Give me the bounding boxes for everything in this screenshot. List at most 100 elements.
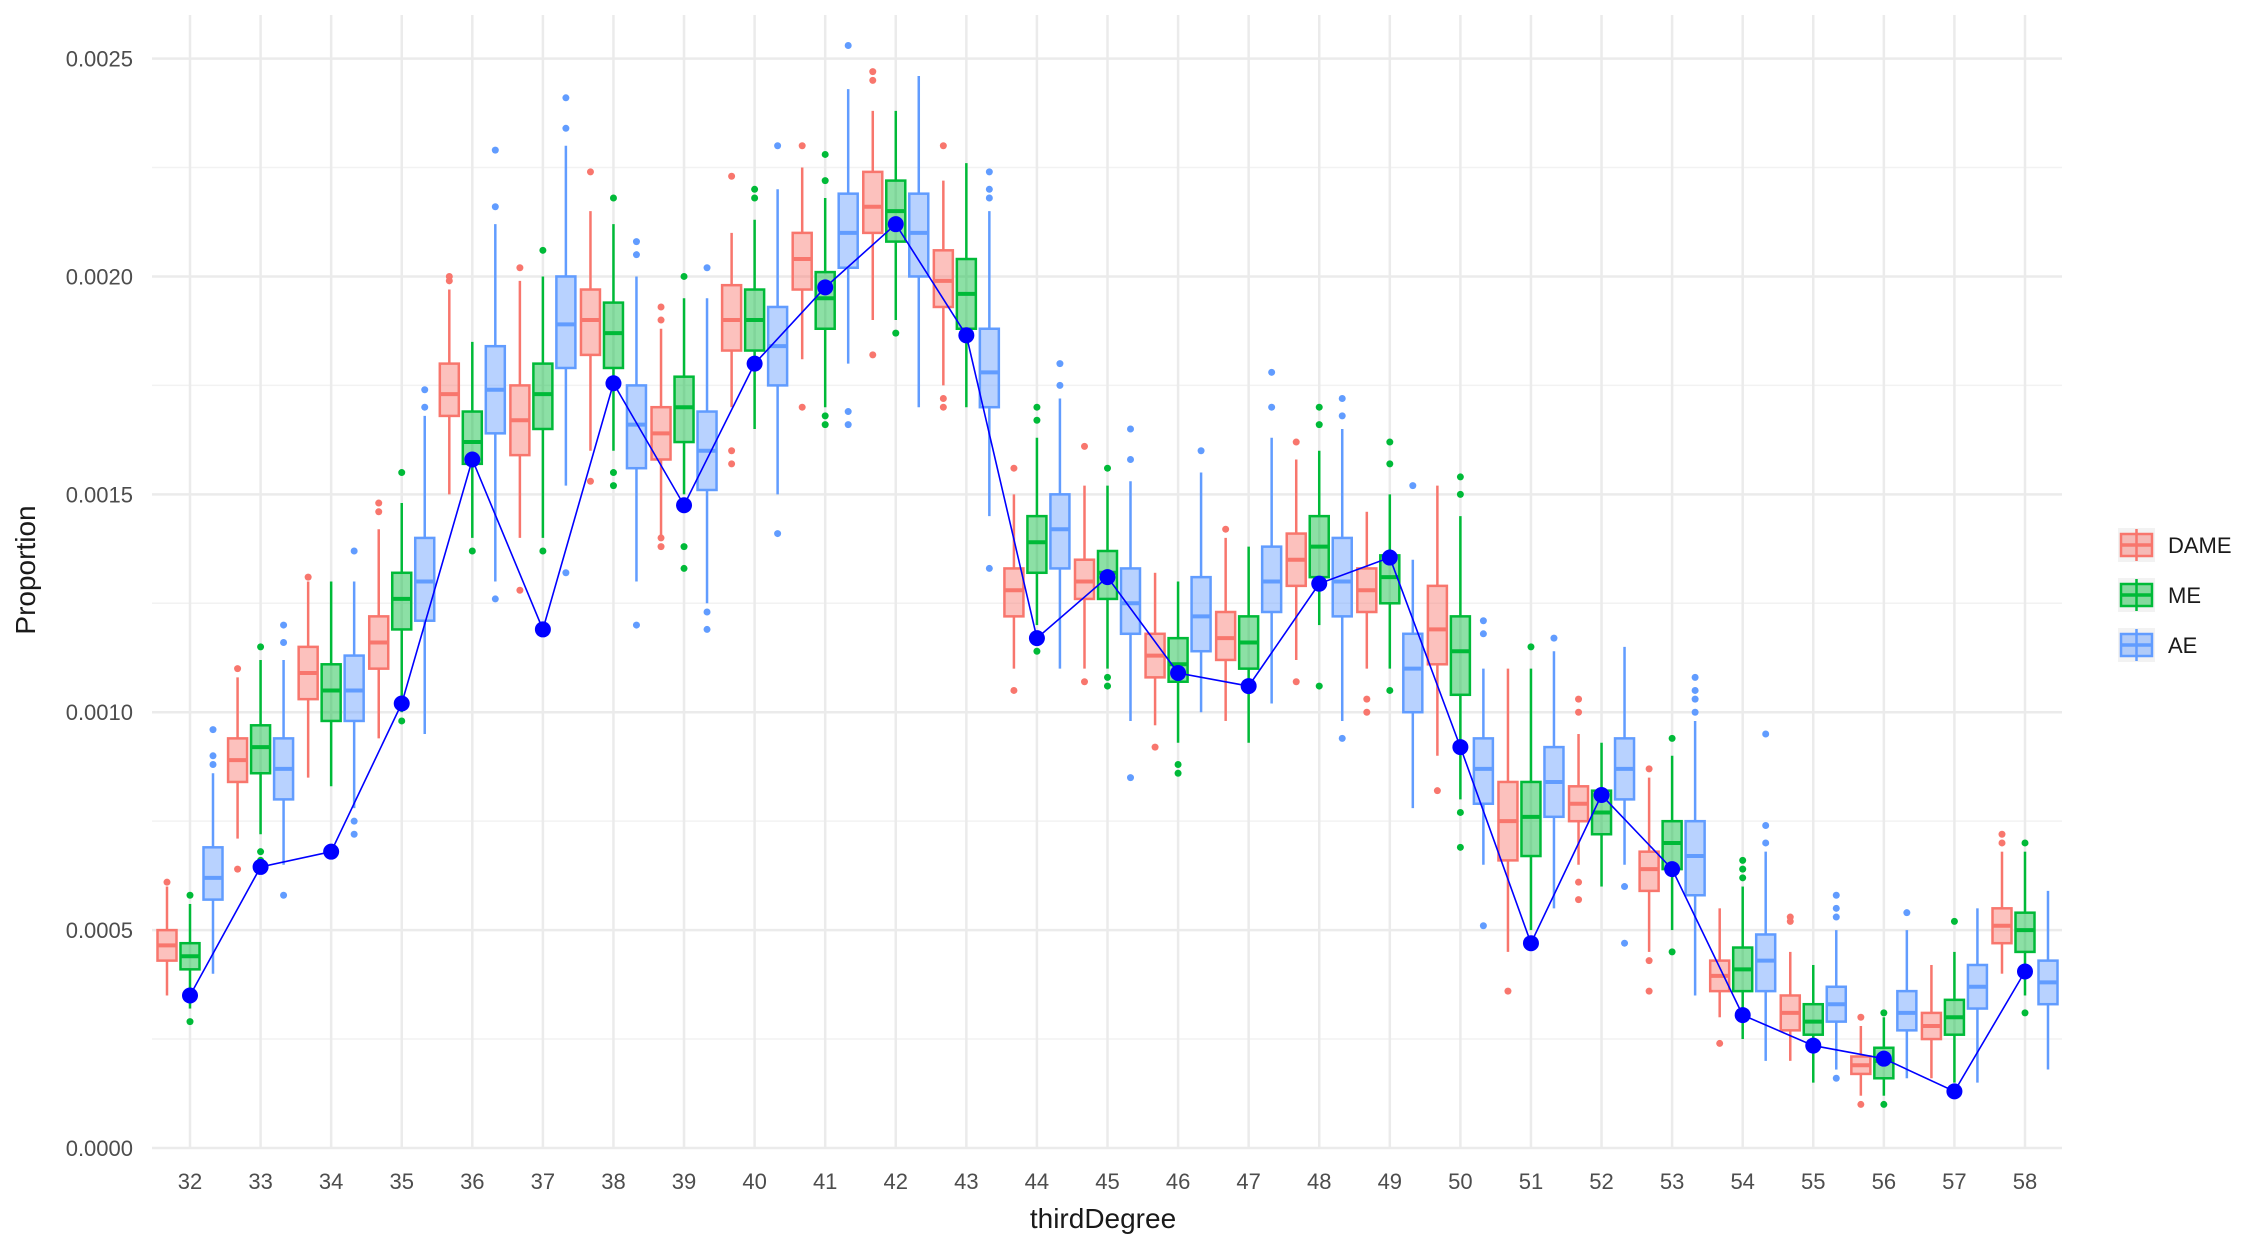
x-tick-label: 58 xyxy=(2013,1169,2037,1194)
outlier-point xyxy=(798,142,806,150)
outlier-point xyxy=(1950,917,1958,925)
boxplot xyxy=(2014,839,2036,1017)
boxplot xyxy=(650,303,672,551)
outlier-point xyxy=(350,547,358,555)
outlier-point xyxy=(375,499,383,507)
outlier-point xyxy=(586,168,594,176)
x-tick-label: 42 xyxy=(884,1169,908,1194)
outlier-point xyxy=(1645,987,1653,995)
outlier-point xyxy=(798,403,806,411)
outlier-point xyxy=(1832,1074,1840,1082)
boxplot xyxy=(156,878,178,996)
outlier-point xyxy=(445,272,453,280)
outlier-point xyxy=(1479,630,1487,638)
box xyxy=(1331,536,1353,618)
outlier-point xyxy=(1033,416,1041,424)
x-tick-label: 45 xyxy=(1095,1169,1119,1194)
box xyxy=(1402,632,1424,714)
outlier-point xyxy=(1691,686,1699,694)
boxplot xyxy=(602,194,625,490)
outlier-point xyxy=(1197,447,1205,455)
outlier-point xyxy=(562,94,570,102)
boxplot xyxy=(1331,394,1353,742)
outlier-point xyxy=(985,185,993,193)
box xyxy=(1896,989,1918,1032)
overlay-point xyxy=(1240,678,1257,695)
outlier-point xyxy=(1739,865,1747,873)
outlier-point xyxy=(609,469,617,477)
x-tick-label: 40 xyxy=(742,1169,766,1194)
outlier-point xyxy=(1338,412,1346,420)
outlier-point xyxy=(657,543,665,551)
boxplot xyxy=(673,272,695,572)
outlier-point xyxy=(1621,883,1629,891)
legend-label: DAME xyxy=(2168,533,2232,558)
outlier-point xyxy=(186,1018,194,1026)
overlay-point xyxy=(817,279,834,296)
outlier-point xyxy=(1174,761,1182,769)
outlier-point xyxy=(657,534,665,542)
outlier-point xyxy=(398,469,406,477)
outlier-point xyxy=(1575,896,1583,904)
outlier-point xyxy=(1081,678,1088,686)
boxplot xyxy=(1260,368,1283,704)
outlier-point xyxy=(1268,368,1276,376)
axes: 0.0000 0.0005 0.0010 0.0015 0.0020 0.0025 32 33… xyxy=(66,47,2038,1194)
boxplot xyxy=(1638,765,1660,995)
boxplot xyxy=(1285,438,1307,686)
outlier-point xyxy=(1456,808,1464,816)
boxplot xyxy=(837,42,859,429)
outlier-point xyxy=(1292,678,1300,686)
boxplot xyxy=(413,386,436,735)
boxplot xyxy=(555,94,577,577)
boxplot xyxy=(1754,730,1777,1061)
outlier-point xyxy=(1363,708,1371,716)
box xyxy=(1472,737,1495,805)
box xyxy=(720,283,743,352)
outlier-point xyxy=(985,194,993,202)
boxplot xyxy=(390,469,413,725)
outlier-point xyxy=(375,508,383,516)
x-tick-label: 51 xyxy=(1519,1169,1543,1194)
overlay-point xyxy=(1452,739,1469,756)
outlier-point xyxy=(1880,1009,1888,1017)
outlier-point xyxy=(1010,686,1018,694)
x-tick-label: 32 xyxy=(178,1169,202,1194)
y-axis-title: Proportion xyxy=(10,505,41,634)
box xyxy=(438,362,461,418)
x-tick-label: 43 xyxy=(954,1169,978,1194)
boxplot xyxy=(1237,546,1260,743)
outlier-point xyxy=(680,543,688,551)
legend-item-me: ME xyxy=(2118,578,2201,612)
boxplot xyxy=(1708,908,1731,1047)
outlier-point xyxy=(209,726,217,734)
boxplot xyxy=(1426,485,1449,795)
x-tick-label: 37 xyxy=(531,1169,555,1194)
outlier-point xyxy=(398,717,406,725)
box xyxy=(413,536,436,622)
outlier-point xyxy=(821,150,829,158)
boxplot xyxy=(1356,511,1378,716)
outlier-point xyxy=(1033,647,1041,655)
boxplot xyxy=(1402,482,1424,809)
outlier-point xyxy=(892,329,900,337)
outlier-point xyxy=(1315,682,1323,690)
outlier-point xyxy=(1456,843,1464,851)
boxplot xyxy=(509,264,531,594)
box xyxy=(2014,911,2036,954)
boxplot xyxy=(1779,913,1802,1061)
box xyxy=(1073,558,1096,601)
boxplot xyxy=(1991,830,2013,974)
boxplot xyxy=(720,172,743,468)
outlier-point xyxy=(939,403,947,411)
outlier-point xyxy=(1315,421,1323,429)
outlier-point xyxy=(2021,839,2029,847)
x-tick-label: 53 xyxy=(1660,1169,1684,1194)
outlier-point xyxy=(1479,617,1487,625)
outlier-point xyxy=(1762,822,1770,830)
y-tick-label: 0.0010 xyxy=(66,700,133,725)
boxplot xyxy=(343,547,365,838)
boxplot xyxy=(1214,525,1237,721)
x-tick-label: 55 xyxy=(1801,1169,1825,1194)
